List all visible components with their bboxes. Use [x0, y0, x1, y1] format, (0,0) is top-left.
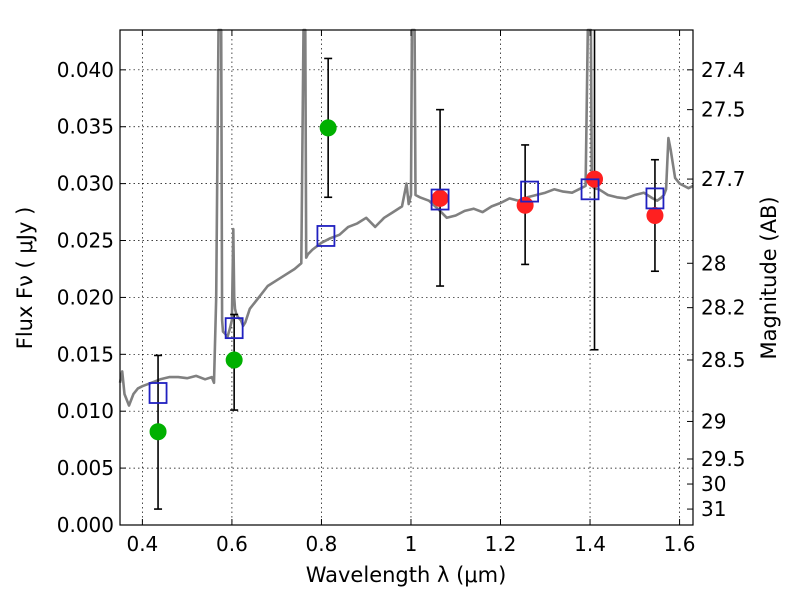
x-tick-label: 1.4 — [574, 532, 606, 556]
y-tick-label: 0.015 — [57, 342, 114, 366]
model-point — [520, 180, 540, 203]
model-point — [645, 187, 665, 210]
y-tick-label: 0.025 — [57, 229, 114, 253]
y2-tick-label: 30 — [701, 472, 726, 496]
data-point — [516, 196, 534, 214]
y2-tick-label: 27.4 — [701, 58, 746, 82]
y2-axis-label: Magnitude (AB) — [757, 196, 781, 359]
y2-tick-label: 29.5 — [701, 447, 746, 471]
model-point — [430, 188, 450, 211]
x-axis-label: Wavelength λ (μm) — [306, 563, 507, 587]
y2-tick-label: 27.5 — [701, 98, 746, 122]
y-tick-label: 0.010 — [57, 399, 114, 423]
y-tick-label: 0.005 — [57, 456, 114, 480]
data-point — [319, 119, 337, 137]
data-point — [225, 351, 243, 369]
y2-tick-label: 28.2 — [701, 296, 746, 320]
x-tick-label: 0.6 — [216, 532, 248, 556]
y2-tick-label: 27.7 — [701, 167, 746, 191]
y2-tick-label: 28 — [701, 251, 726, 275]
data-point — [646, 206, 664, 224]
model-point — [224, 317, 244, 340]
x-tick-label: 1.6 — [664, 532, 696, 556]
y-tick-label: 0.020 — [57, 285, 114, 309]
markers — [148, 119, 665, 441]
y2-tick-label: 28.5 — [701, 348, 746, 372]
model-point — [148, 382, 168, 404]
ticks: 0.4 0.6 0.8 1 1.2 1.4 1.6 0.000 0.005 0.010 0.015 0… — [57, 30, 746, 556]
y2-tick-label: 31 — [701, 497, 726, 521]
data-point — [431, 189, 449, 207]
y-axis-label: Flux Fν ( μJy ) — [13, 207, 37, 350]
y-tick-label: 0.030 — [57, 172, 114, 196]
y-tick-label: 0.035 — [57, 115, 114, 139]
plot-frame — [119, 29, 694, 526]
model-point — [580, 178, 600, 201]
data-point — [149, 423, 167, 441]
x-tick-label: 0.4 — [126, 532, 158, 556]
y-tick-label: 0.000 — [57, 513, 114, 537]
y-tick-label: 0.040 — [57, 58, 114, 82]
y2-tick-label: 29 — [701, 409, 726, 433]
x-tick-label: 1 — [405, 532, 418, 556]
plot-background — [120, 30, 693, 525]
x-tick-label: 0.8 — [306, 532, 338, 556]
model-point — [316, 225, 336, 247]
x-tick-label: 1.2 — [485, 532, 517, 556]
